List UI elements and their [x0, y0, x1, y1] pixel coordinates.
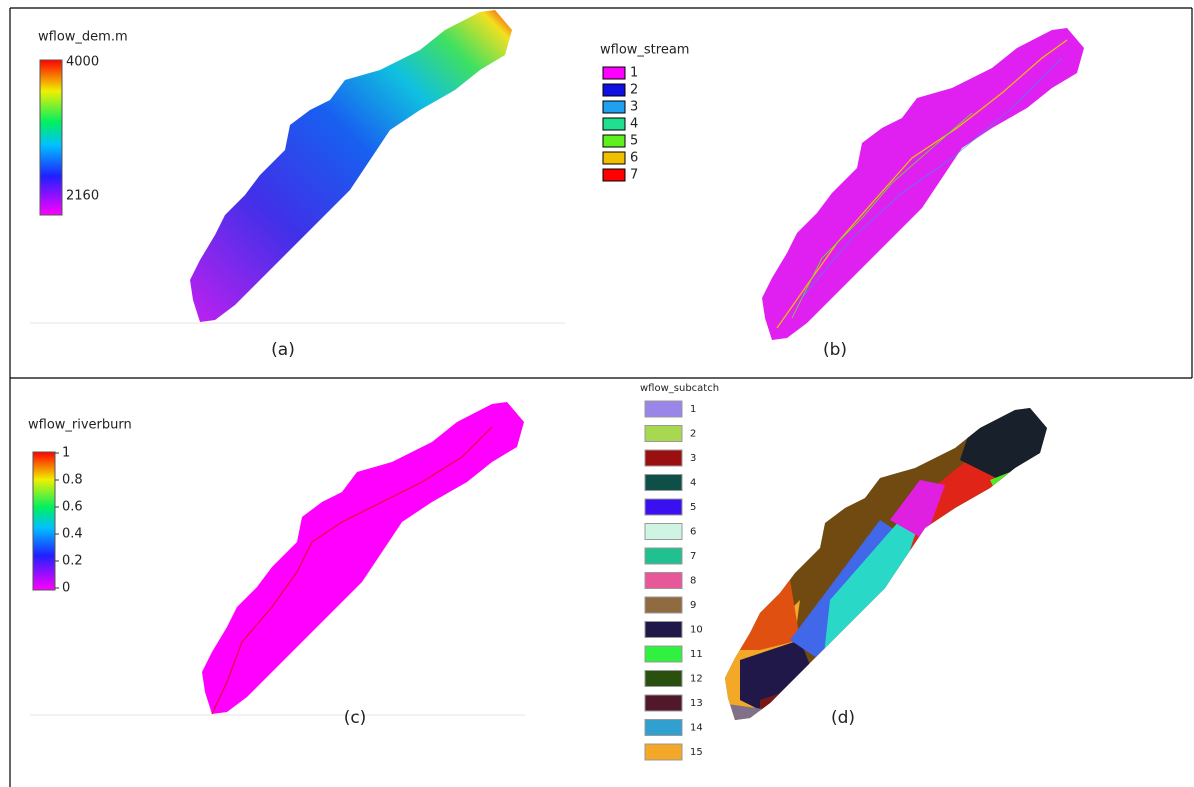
legend-label: 5 [630, 134, 638, 149]
legend-swatch [645, 548, 682, 564]
caption: (b) [823, 340, 847, 360]
legend-swatch [603, 101, 625, 113]
colorbar-label: 2160 [66, 189, 99, 204]
colorbar-label: 0.4 [62, 527, 83, 542]
legend-label: 4 [630, 117, 638, 132]
colorbar [40, 60, 62, 215]
legend-swatch [645, 499, 682, 515]
panel-title: wflow_subcatch [640, 383, 719, 394]
colorbar-label: 0.8 [62, 473, 83, 488]
dem-map [190, 10, 512, 322]
legend-label: 11 [690, 649, 703, 660]
legend-label: 13 [690, 698, 703, 709]
legend-label: 1 [690, 404, 696, 415]
legend-swatch [603, 118, 625, 130]
legend-swatch [645, 646, 682, 662]
legend-label: 12 [690, 674, 703, 685]
legend-label: 10 [690, 625, 703, 636]
colorbar-label: 0 [62, 581, 70, 596]
legend-label: 6 [630, 151, 638, 166]
legend-swatch [645, 401, 682, 417]
legend-label: 7 [690, 551, 696, 562]
frame [10, 8, 1192, 787]
caption: (d) [831, 708, 855, 728]
legend-swatch [645, 450, 682, 466]
colorbar-label: 4000 [66, 55, 99, 70]
figure: wflow_dem.m 4000 2160 (a) wflow_stream 1… [0, 0, 1194, 787]
panel-title: wflow_stream [600, 43, 689, 58]
stream-map [762, 28, 1084, 340]
legend-swatch [645, 695, 682, 711]
legend-swatch [645, 524, 682, 540]
legend-swatch [603, 152, 625, 164]
colorbar [33, 452, 55, 590]
legend-swatch [603, 169, 625, 181]
legend-label: 2 [690, 429, 696, 440]
legend-label: 5 [690, 502, 696, 513]
legend-label: 9 [690, 600, 696, 611]
caption: (a) [271, 340, 295, 360]
legend-swatch [603, 135, 625, 147]
legend-swatch [645, 671, 682, 687]
legend-swatch [645, 720, 682, 736]
legend-swatch [603, 84, 625, 96]
legend-label: 8 [690, 576, 696, 587]
legend-swatch [645, 426, 682, 442]
legend-label: 2 [630, 83, 638, 98]
legend-swatch [645, 744, 682, 760]
legend-swatch [603, 67, 625, 79]
caption: (c) [344, 708, 367, 728]
legend-swatch [645, 597, 682, 613]
colorbar-label: 1 [62, 446, 70, 461]
legend-label: 1 [630, 66, 638, 81]
panel-title: wflow_riverburn [28, 418, 132, 433]
legend-label: 14 [690, 723, 703, 734]
legend-swatch [645, 475, 682, 491]
subcatch-map [700, 400, 1100, 750]
legend-label: 3 [690, 453, 696, 464]
legend-swatch [645, 573, 682, 589]
legend-label: 3 [630, 100, 638, 115]
colorbar-label: 0.2 [62, 554, 83, 569]
riverburn-map [202, 402, 524, 714]
legend-label: 6 [690, 527, 696, 538]
legend-label: 15 [690, 747, 703, 758]
panel-title: wflow_dem.m [38, 30, 128, 45]
legend-label: 7 [630, 168, 638, 183]
legend-swatch [645, 622, 682, 638]
legend-label: 4 [690, 478, 696, 489]
colorbar-label: 0.6 [62, 500, 83, 515]
